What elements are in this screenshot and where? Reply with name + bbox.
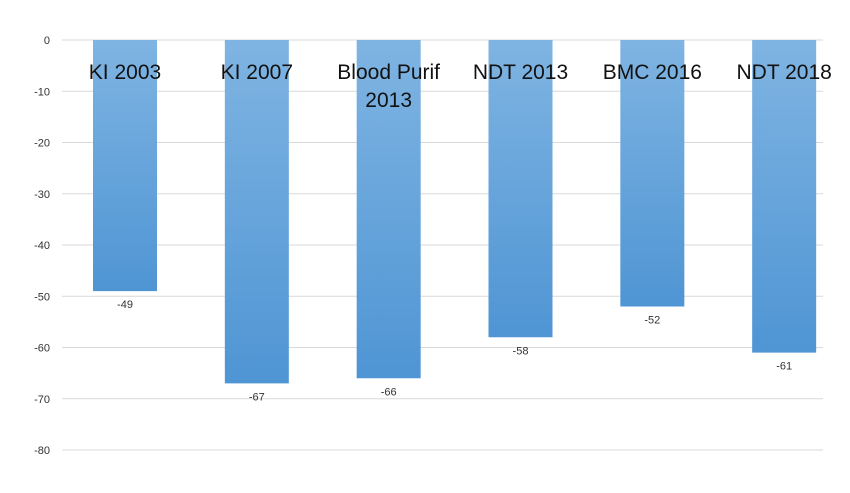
bars xyxy=(93,40,817,384)
bar xyxy=(224,40,289,384)
data-label: -61 xyxy=(776,361,792,373)
category-label: BMC 2016 xyxy=(603,61,702,84)
data-label: -66 xyxy=(381,386,397,398)
y-tick-label: -60 xyxy=(34,343,50,355)
category-label: KI 2007 xyxy=(221,61,293,84)
data-label: -67 xyxy=(249,391,265,403)
category-labels: KI 2003 KI 2007 Blood Purif 2013 NDT 2013 BMC… xyxy=(89,61,832,112)
y-tick-label: -40 xyxy=(34,240,50,252)
category-label-line: BMC 2016 xyxy=(603,61,702,84)
y-tick-label: -20 xyxy=(34,138,50,150)
y-tick-label: -10 xyxy=(34,86,50,98)
y-axis: 0 -10 -20 -30 -40 -50 -60 -70 -80 xyxy=(34,35,50,457)
category-label: Blood Purif 2013 xyxy=(337,61,440,112)
y-tick-label: -70 xyxy=(34,394,50,406)
bar xyxy=(488,40,553,338)
category-label-line: KI 2007 xyxy=(221,61,293,84)
category-label-line: NDT 2018 xyxy=(736,61,831,84)
bar xyxy=(620,40,685,307)
bar xyxy=(356,40,421,379)
y-tick-label: -80 xyxy=(34,445,50,457)
bar xyxy=(93,40,157,292)
y-tick-label: 0 xyxy=(44,35,50,47)
category-label: NDT 2013 xyxy=(473,61,568,84)
data-label: -49 xyxy=(117,299,133,311)
data-label: -58 xyxy=(513,345,529,357)
y-tick-label: -30 xyxy=(34,189,50,201)
gridlines xyxy=(62,39,823,451)
category-label-line: NDT 2013 xyxy=(473,61,568,84)
category-label-line: Blood Purif xyxy=(337,61,440,84)
data-label: -52 xyxy=(644,315,660,327)
category-label: KI 2003 xyxy=(89,61,161,84)
y-tick-label: -50 xyxy=(34,291,50,303)
category-label-line: 2013 xyxy=(365,89,412,112)
category-label-line: KI 2003 xyxy=(89,61,161,84)
data-labels: -49 -67 -66 -58 -52 -61 xyxy=(117,299,792,403)
bar xyxy=(752,40,817,353)
category-label: NDT 2018 xyxy=(736,61,831,84)
